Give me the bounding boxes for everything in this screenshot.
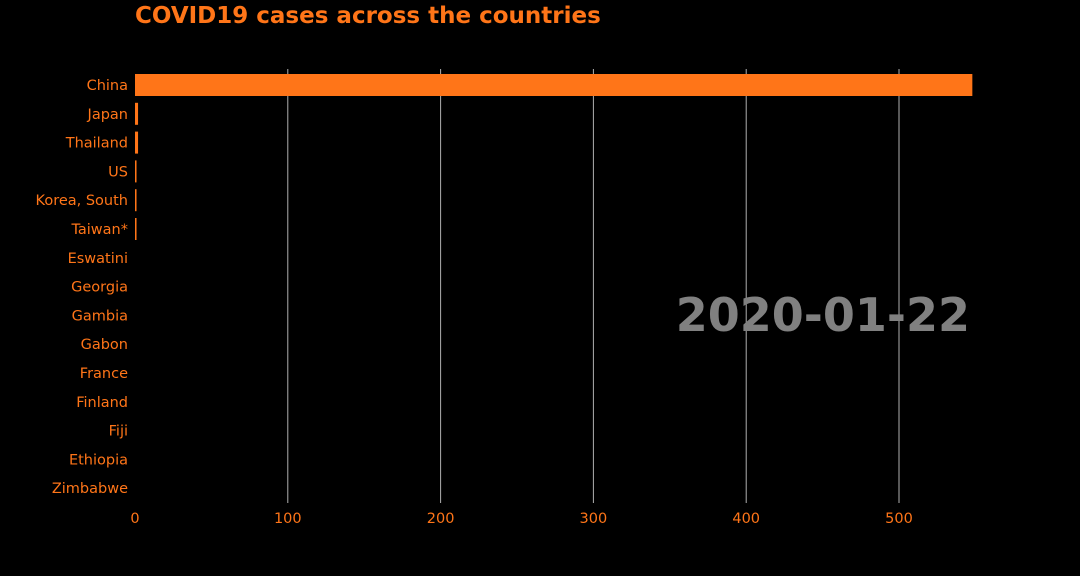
category-label: Japan bbox=[87, 107, 128, 123]
bar-japan bbox=[135, 102, 139, 125]
bar-korea-south bbox=[135, 189, 137, 212]
category-label: Finland bbox=[76, 395, 128, 411]
category-label: Eswatini bbox=[68, 251, 128, 267]
category-label: Georgia bbox=[71, 280, 128, 296]
category-label: France bbox=[80, 366, 128, 382]
category-label: Thailand bbox=[65, 136, 128, 152]
bar-thailand bbox=[135, 131, 139, 154]
category-label: Taiwan* bbox=[70, 222, 128, 238]
bar-china bbox=[135, 74, 973, 96]
category-label: Korea, South bbox=[36, 193, 128, 209]
category-label: Gambia bbox=[72, 308, 128, 324]
x-tick-label: 100 bbox=[274, 511, 302, 527]
bars bbox=[135, 74, 973, 240]
category-label: Gabon bbox=[81, 337, 128, 353]
x-tick-label: 500 bbox=[885, 511, 913, 527]
date-label: 2020-01-22 bbox=[676, 288, 970, 342]
bar-taiwan bbox=[135, 218, 137, 240]
category-label: Ethiopia bbox=[69, 452, 128, 468]
x-tick-label: 200 bbox=[427, 511, 455, 527]
x-tick-label: 0 bbox=[130, 511, 139, 527]
category-label: US bbox=[108, 164, 128, 180]
grid-lines bbox=[287, 69, 900, 503]
category-label: Fiji bbox=[109, 424, 128, 440]
category-label: Zimbabwe bbox=[52, 481, 128, 497]
category-labels: China Japan Thailand US Korea, South Taiwan* E… bbox=[36, 78, 129, 497]
x-tick-labels: 0 100 200 300 400 500 bbox=[130, 511, 912, 527]
x-tick-label: 300 bbox=[580, 511, 608, 527]
x-tick-label: 400 bbox=[732, 511, 760, 527]
bar-us bbox=[135, 160, 137, 183]
category-label: China bbox=[87, 78, 128, 94]
chart-title: COVID19 cases across the countries bbox=[135, 3, 601, 29]
